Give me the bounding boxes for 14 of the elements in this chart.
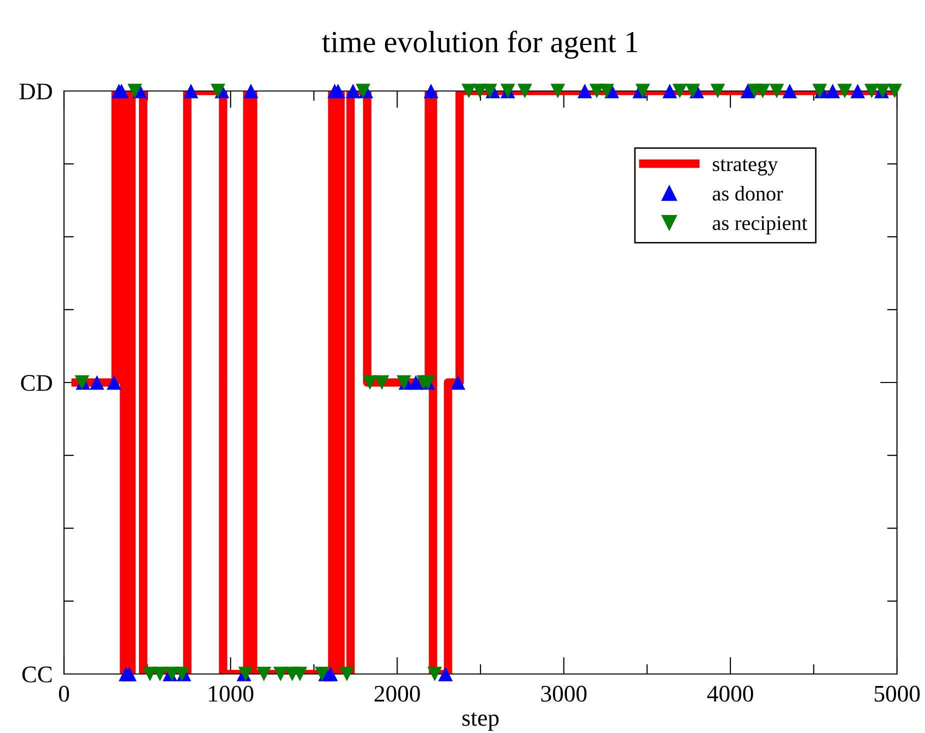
- category-label: CC: [22, 666, 52, 682]
- x-tick-label: 3000: [541, 686, 587, 702]
- legend-label: strategy: [712, 159, 778, 176]
- category-label: CD: [21, 375, 52, 391]
- x-tick-label: 0: [58, 686, 70, 702]
- x-tick-label: 1000: [209, 686, 254, 702]
- x-tick-label: 2000: [374, 686, 420, 702]
- x-tick-label: 5000: [874, 686, 920, 702]
- x-axis-title: step: [462, 712, 499, 731]
- legend-label: as donor: [712, 186, 783, 201]
- x-tick-label: 4000: [707, 686, 754, 702]
- category-label: DD: [19, 84, 52, 100]
- legend-label: as recipient: [712, 216, 808, 234]
- chart-title: time evolution for agent 1: [322, 30, 638, 59]
